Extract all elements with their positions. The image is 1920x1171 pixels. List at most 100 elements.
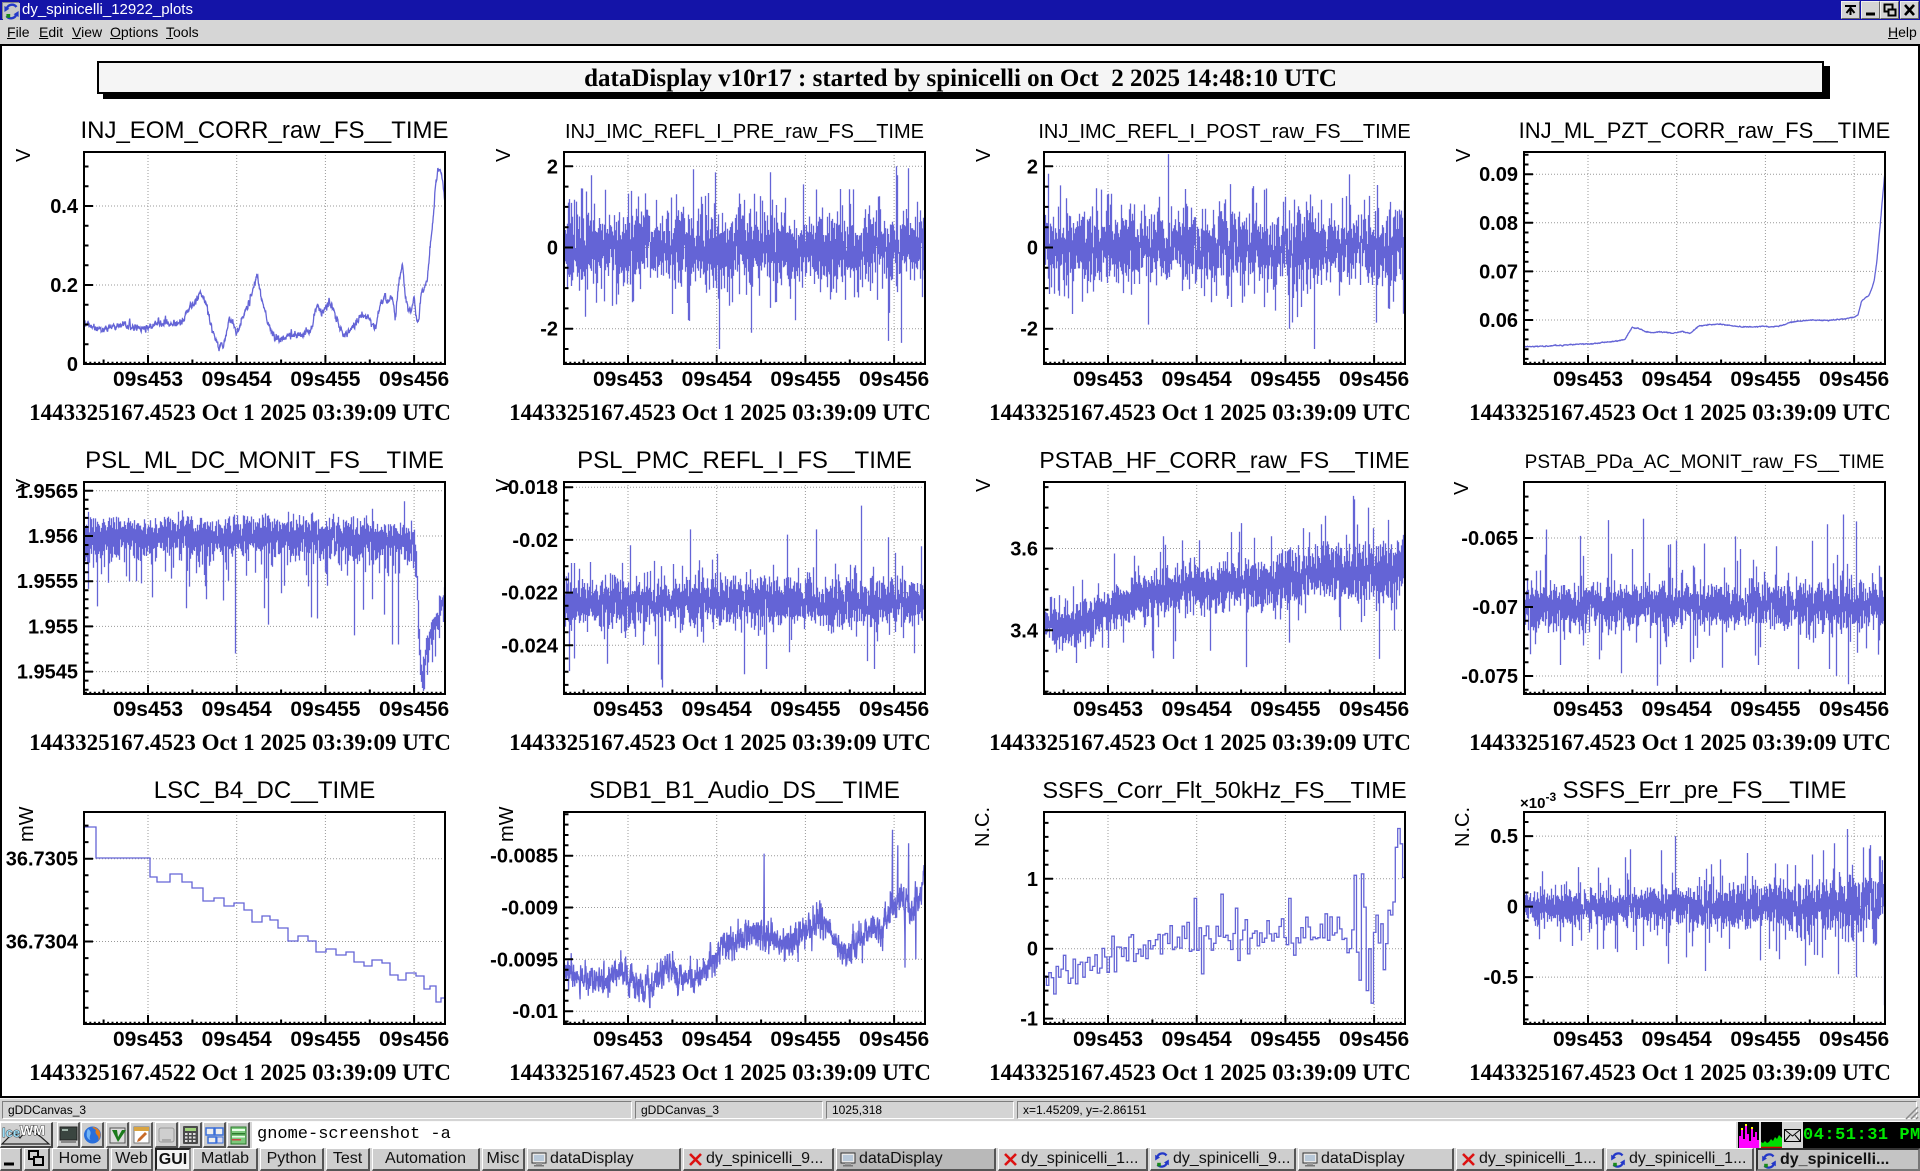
- svg-text:09s455: 09s455: [290, 698, 360, 721]
- svg-text:09s453: 09s453: [1553, 1028, 1623, 1051]
- svg-text:09s456: 09s456: [1339, 1028, 1409, 1051]
- svg-text:09s453: 09s453: [1553, 368, 1623, 391]
- svg-text:-0.01: -0.01: [512, 1001, 558, 1023]
- svg-text:SDB1_B1_Audio_DS__TIME: SDB1_B1_Audio_DS__TIME: [589, 777, 900, 804]
- svg-text:09s456: 09s456: [1339, 698, 1409, 721]
- svg-text:09s453: 09s453: [593, 368, 663, 391]
- svg-text:1443325167.4523 Oct 1 2025 03:: 1443325167.4523 Oct 1 2025 03:39:09 UTC: [509, 1060, 931, 1085]
- svg-text:INJ_ML_PZT_CORR_raw_FS__TIME: INJ_ML_PZT_CORR_raw_FS__TIME: [1519, 118, 1891, 143]
- svg-text:09s454: 09s454: [1642, 1028, 1712, 1051]
- svg-text:1443325167.4523 Oct 1 2025 03:: 1443325167.4523 Oct 1 2025 03:39:09 UTC: [1469, 400, 1891, 425]
- svg-text:mW: mW: [16, 806, 38, 842]
- svg-text:-2: -2: [540, 319, 558, 341]
- svg-text:1443325167.4523 Oct 1 2025 03:: 1443325167.4523 Oct 1 2025 03:39:09 UTC: [29, 730, 451, 755]
- svg-text:09s453: 09s453: [113, 1028, 183, 1051]
- svg-text:09s454: 09s454: [202, 368, 272, 391]
- svg-text:09s455: 09s455: [290, 1028, 360, 1051]
- svg-text:1.9565: 1.9565: [17, 481, 78, 503]
- svg-text:-0.022: -0.022: [501, 583, 558, 605]
- svg-text:-1: -1: [1020, 1009, 1038, 1031]
- svg-text:0: 0: [1507, 897, 1518, 919]
- svg-text:09s456: 09s456: [859, 698, 929, 721]
- svg-text:09s455: 09s455: [770, 368, 840, 391]
- svg-text:INJ_IMC_REFL_I_POST_raw_FS__TI: INJ_IMC_REFL_I_POST_raw_FS__TIME: [1038, 121, 1410, 143]
- svg-text:PSL_PMC_REFL_I_FS__TIME: PSL_PMC_REFL_I_FS__TIME: [577, 447, 912, 474]
- svg-text:V: V: [493, 148, 515, 162]
- svg-text:0.09: 0.09: [1479, 164, 1518, 186]
- svg-text:1.956: 1.956: [28, 526, 78, 548]
- svg-text:2: 2: [547, 156, 558, 178]
- svg-text:2: 2: [1027, 156, 1038, 178]
- svg-text:PSTAB_HF_CORR_raw_FS__TIME: PSTAB_HF_CORR_raw_FS__TIME: [1039, 447, 1409, 473]
- svg-text:09s456: 09s456: [1819, 698, 1889, 721]
- svg-text:V: V: [493, 478, 515, 492]
- svg-text:09s453: 09s453: [113, 698, 183, 721]
- svg-text:-0.0095: -0.0095: [490, 949, 558, 971]
- svg-text:09s456: 09s456: [379, 368, 449, 391]
- svg-text:0.08: 0.08: [1479, 213, 1518, 235]
- svg-text:0: 0: [67, 354, 78, 376]
- svg-text:0.07: 0.07: [1479, 261, 1518, 283]
- svg-text:0: 0: [547, 238, 558, 260]
- svg-text:09s455: 09s455: [1250, 368, 1320, 391]
- svg-text:mW: mW: [496, 806, 518, 842]
- svg-text:36.7304: 36.7304: [6, 932, 79, 954]
- svg-text:09s454: 09s454: [1162, 698, 1232, 721]
- svg-text:09s454: 09s454: [1162, 1028, 1232, 1051]
- svg-text:09s454: 09s454: [1162, 368, 1232, 391]
- svg-text:1: 1: [1027, 869, 1038, 891]
- svg-text:-0.0085: -0.0085: [490, 846, 558, 868]
- svg-text:-0.5: -0.5: [1484, 967, 1518, 989]
- svg-text:SSFS_Corr_Flt_50kHz_FS__TIME: SSFS_Corr_Flt_50kHz_FS__TIME: [1042, 777, 1406, 803]
- svg-text:09s455: 09s455: [1730, 368, 1800, 391]
- svg-text:-2: -2: [1020, 319, 1038, 341]
- svg-text:09s454: 09s454: [1642, 698, 1712, 721]
- svg-text:09s455: 09s455: [1730, 698, 1800, 721]
- svg-text:09s453: 09s453: [1073, 368, 1143, 391]
- svg-text:36.7305: 36.7305: [6, 849, 78, 871]
- svg-text:09s454: 09s454: [682, 1028, 752, 1051]
- svg-text:09s455: 09s455: [290, 368, 360, 391]
- svg-text:N.C.: N.C.: [1452, 807, 1474, 847]
- svg-text:1443325167.4523 Oct 1 2025 03:: 1443325167.4523 Oct 1 2025 03:39:09 UTC: [989, 730, 1411, 755]
- svg-text:INJ_IMC_REFL_I_PRE_raw_FS__TIM: INJ_IMC_REFL_I_PRE_raw_FS__TIME: [565, 121, 924, 143]
- svg-text:09s453: 09s453: [113, 368, 183, 391]
- svg-text:09s455: 09s455: [1250, 1028, 1320, 1051]
- svg-text:09s454: 09s454: [1642, 368, 1712, 391]
- svg-text:09s454: 09s454: [202, 1028, 272, 1051]
- svg-text:V: V: [973, 148, 995, 162]
- svg-text:×10-3: ×10-3: [1520, 790, 1556, 812]
- svg-text:V: V: [13, 478, 35, 492]
- svg-text:LSC_B4_DC__TIME: LSC_B4_DC__TIME: [154, 777, 375, 804]
- svg-text:09s454: 09s454: [682, 698, 752, 721]
- svg-text:0.2: 0.2: [50, 275, 78, 297]
- svg-text:09s456: 09s456: [379, 698, 449, 721]
- svg-text:3.6: 3.6: [1010, 539, 1038, 561]
- svg-text:PSL_ML_DC_MONIT_FS__TIME: PSL_ML_DC_MONIT_FS__TIME: [85, 447, 444, 474]
- svg-text:1.9545: 1.9545: [17, 662, 78, 684]
- svg-text:-0.07: -0.07: [1472, 597, 1518, 619]
- svg-text:09s453: 09s453: [593, 1028, 663, 1051]
- svg-text:1.955: 1.955: [28, 616, 78, 638]
- svg-text:V: V: [973, 478, 995, 492]
- svg-text:09s454: 09s454: [202, 698, 272, 721]
- svg-text:09s455: 09s455: [770, 1028, 840, 1051]
- svg-text:0.06: 0.06: [1479, 310, 1518, 332]
- svg-text:1.9555: 1.9555: [17, 571, 78, 593]
- svg-text:WM: WM: [20, 1123, 45, 1138]
- svg-text:09s453: 09s453: [1553, 698, 1623, 721]
- svg-text:09s455: 09s455: [770, 698, 840, 721]
- svg-text:-0.018: -0.018: [501, 477, 558, 499]
- svg-text:1443325167.4523 Oct 1 2025 03:: 1443325167.4523 Oct 1 2025 03:39:09 UTC: [29, 400, 451, 425]
- svg-text:1443325167.4523 Oct 1 2025 03:: 1443325167.4523 Oct 1 2025 03:39:09 UTC: [1469, 1060, 1891, 1085]
- svg-text:09s456: 09s456: [1819, 1028, 1889, 1051]
- svg-text:09s456: 09s456: [379, 1028, 449, 1051]
- svg-text:-0.024: -0.024: [501, 635, 559, 657]
- svg-text:09s456: 09s456: [1819, 368, 1889, 391]
- svg-text:-0.009: -0.009: [501, 898, 558, 920]
- svg-text:09s455: 09s455: [1730, 1028, 1800, 1051]
- svg-text:1443325167.4522 Oct 1 2025 03:: 1443325167.4522 Oct 1 2025 03:39:09 UTC: [29, 1060, 451, 1085]
- svg-text:V: V: [1453, 148, 1475, 162]
- svg-text:0.5: 0.5: [1490, 826, 1518, 848]
- svg-text:1443325167.4523 Oct 1 2025 03:: 1443325167.4523 Oct 1 2025 03:39:09 UTC: [989, 400, 1411, 425]
